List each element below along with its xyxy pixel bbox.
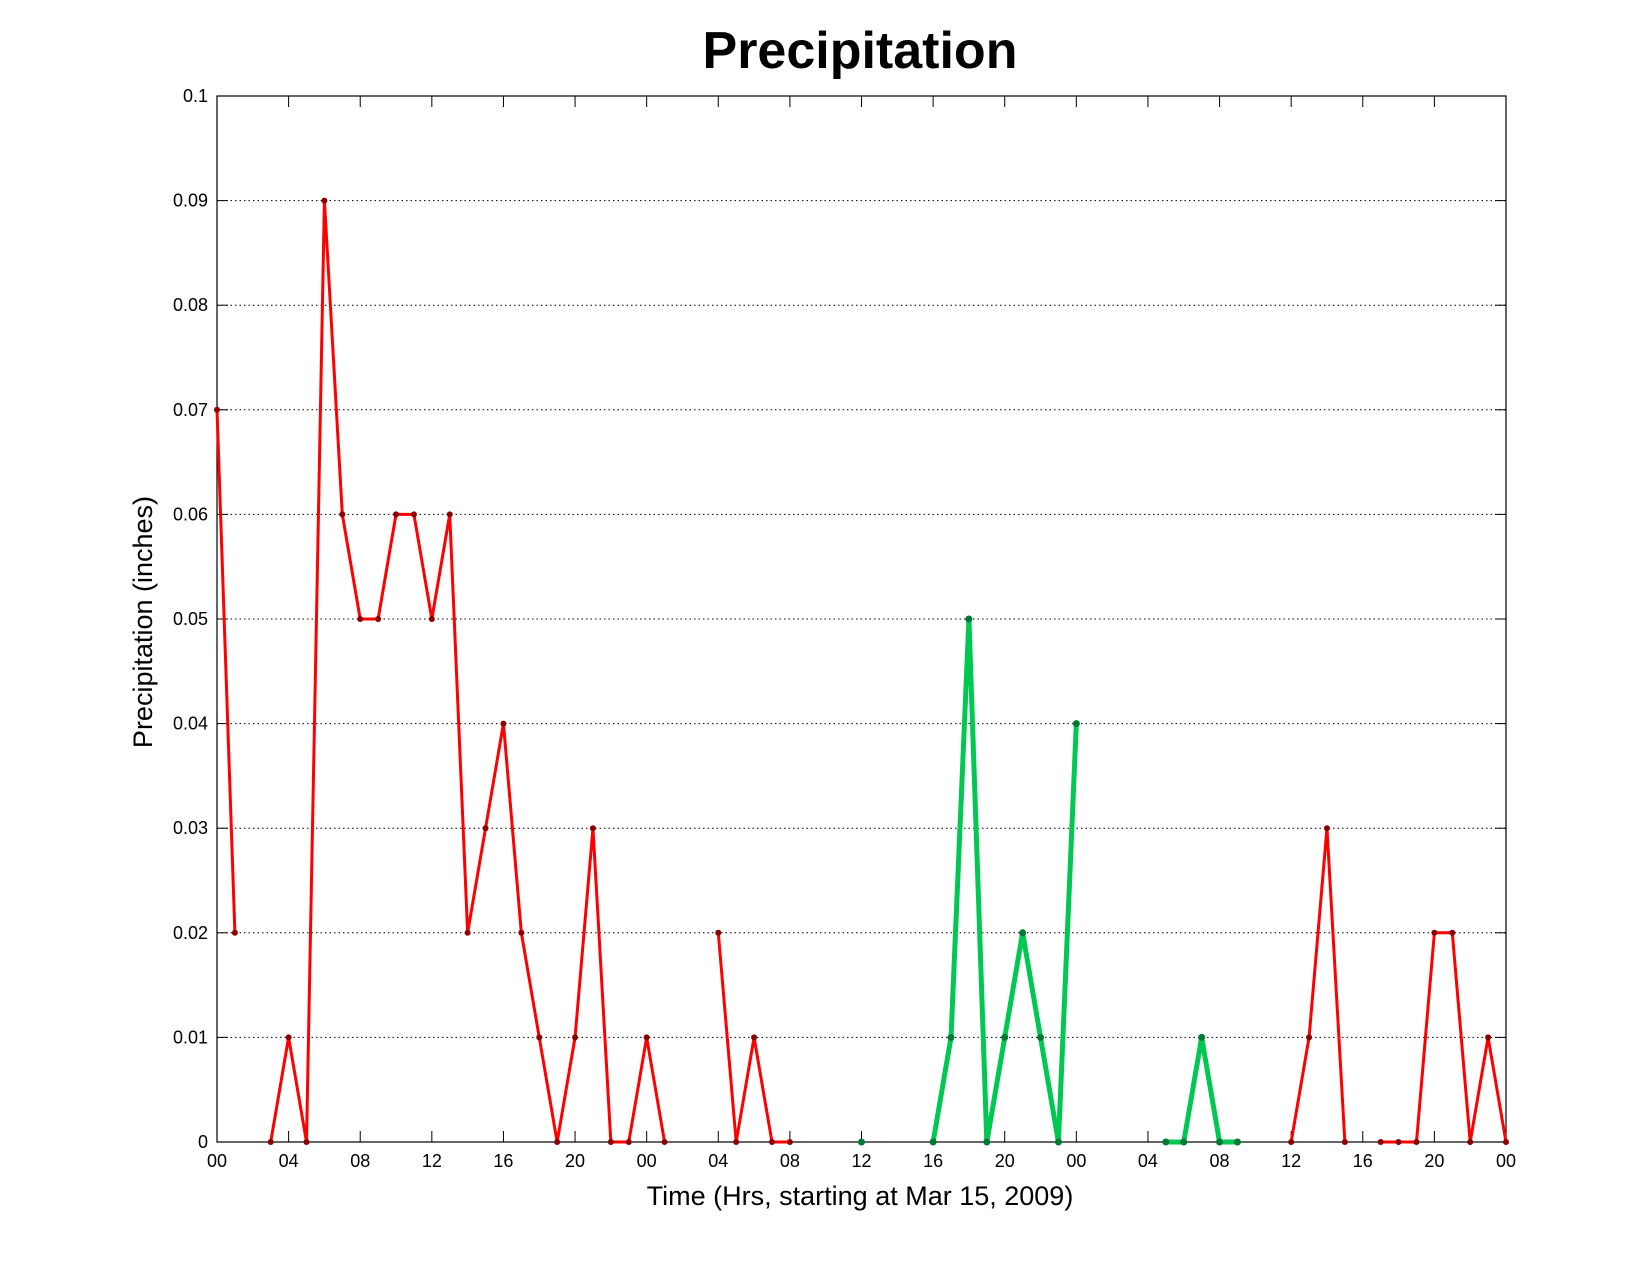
y-tick-label: 0.09 xyxy=(173,191,208,211)
data-point xyxy=(446,511,453,518)
x-tick-label: 08 xyxy=(1210,1151,1230,1171)
data-point xyxy=(751,1034,758,1041)
data-point xyxy=(858,1138,865,1146)
data-point xyxy=(554,1139,561,1145)
data-point xyxy=(983,1138,991,1146)
x-tick-label: 00 xyxy=(207,1151,227,1171)
data-point xyxy=(375,616,382,622)
x-tick-label: 16 xyxy=(1353,1151,1373,1171)
x-tick-label: 12 xyxy=(851,1151,871,1171)
data-point xyxy=(947,1033,955,1041)
data-point xyxy=(625,1139,632,1145)
x-tick-label: 04 xyxy=(708,1151,728,1171)
plot-area: 0 0.01 0.02 0.03 0.04 0.05 0.06 0.07 0.08 0.09 0.1… xyxy=(173,86,1516,1171)
data-point xyxy=(231,929,238,936)
data-point xyxy=(1341,1139,1348,1145)
data-point xyxy=(518,929,525,936)
data-point xyxy=(1377,1139,1384,1145)
data-point xyxy=(1449,929,1456,936)
data-point xyxy=(357,616,364,622)
y-tick-label: 0 xyxy=(198,1132,208,1152)
x-tick-label: 04 xyxy=(279,1151,299,1171)
data-point xyxy=(285,1034,292,1041)
data-point xyxy=(572,1034,579,1041)
x-tick-label: 04 xyxy=(1138,1151,1158,1171)
data-point xyxy=(1180,1138,1188,1146)
y-tick-label: 0.1 xyxy=(183,86,208,106)
data-point xyxy=(1019,929,1027,937)
x-tick-label: 20 xyxy=(995,1151,1015,1171)
data-point xyxy=(607,1139,614,1145)
data-point xyxy=(428,616,435,622)
y-tick-label: 0.02 xyxy=(173,923,208,943)
y-tick-label: 0.05 xyxy=(173,609,208,629)
data-point xyxy=(1216,1138,1224,1146)
x-tick-label: 08 xyxy=(780,1151,800,1171)
data-point xyxy=(1072,720,1080,728)
data-point xyxy=(1001,1033,1009,1041)
data-point xyxy=(303,1139,310,1145)
data-point xyxy=(410,511,417,518)
x-tick-label: 16 xyxy=(493,1151,513,1171)
x-tick-label: 00 xyxy=(637,1151,657,1171)
data-point xyxy=(267,1139,274,1145)
x-tick-label: 16 xyxy=(923,1151,943,1171)
data-point xyxy=(536,1034,543,1041)
data-point xyxy=(321,197,328,204)
data-point xyxy=(339,511,346,518)
data-point xyxy=(1288,1139,1295,1145)
data-point xyxy=(1162,1138,1170,1146)
y-tick-label: 0.06 xyxy=(173,504,208,524)
data-point xyxy=(768,1139,775,1145)
data-point xyxy=(214,406,220,413)
data-point xyxy=(1054,1138,1062,1146)
data-point xyxy=(1233,1138,1241,1146)
data-point xyxy=(1413,1139,1420,1145)
x-tick-label: 20 xyxy=(1424,1151,1444,1171)
y-tick-label: 0.01 xyxy=(173,1027,208,1047)
chart-title: Precipitation xyxy=(703,22,1018,80)
data-point xyxy=(1037,1033,1045,1041)
data-point xyxy=(965,615,973,623)
data-point xyxy=(733,1139,740,1145)
data-point xyxy=(1395,1139,1402,1145)
y-axis-label: Precipitation (inches) xyxy=(128,496,158,748)
x-tick-label: 08 xyxy=(350,1151,370,1171)
data-point xyxy=(661,1139,668,1145)
x-axis-label: Time (Hrs, starting at Mar 15, 2009) xyxy=(647,1181,1074,1211)
data-point xyxy=(786,1139,793,1145)
data-point xyxy=(643,1034,650,1041)
data-point xyxy=(589,825,596,832)
y-tick-label: 0.04 xyxy=(173,714,208,734)
x-tick-label: 12 xyxy=(422,1151,442,1171)
data-point xyxy=(1503,1139,1509,1145)
data-point xyxy=(393,511,400,518)
series-line-1 xyxy=(215,409,237,933)
data-point xyxy=(500,720,507,727)
y-tick-label: 0.07 xyxy=(173,400,208,420)
x-tick-label: 00 xyxy=(1066,1151,1086,1171)
series-line-7 xyxy=(1289,828,1347,1143)
x-tick-label: 20 xyxy=(565,1151,585,1171)
data-point xyxy=(482,825,489,832)
data-point xyxy=(1323,825,1330,832)
y-tick-label: 0.08 xyxy=(173,295,208,315)
data-point xyxy=(1431,929,1438,936)
data-point xyxy=(1485,1034,1492,1041)
data-point xyxy=(715,929,722,936)
data-point xyxy=(1198,1033,1206,1041)
data-point xyxy=(1467,1139,1474,1145)
data-point xyxy=(1306,1034,1313,1041)
data-point xyxy=(464,929,471,936)
y-tick-label: 0.03 xyxy=(173,818,208,838)
data-point xyxy=(929,1138,937,1146)
x-tick-label: 12 xyxy=(1281,1151,1301,1171)
x-tick-label: 00 xyxy=(1496,1151,1516,1171)
